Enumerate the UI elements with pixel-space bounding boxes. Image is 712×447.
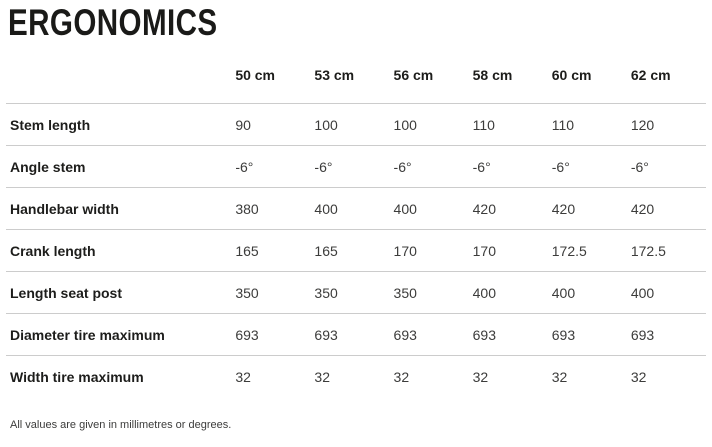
- table-row: Width tire maximum 32 32 32 32 32 32: [6, 356, 706, 398]
- value-cell: 110: [547, 103, 627, 146]
- value-cell: 32: [551, 368, 568, 385]
- row-label: Handlebar width: [6, 187, 232, 230]
- value-cell: 165: [310, 229, 390, 272]
- value-cell: 693: [468, 313, 548, 356]
- value-cell: 693: [626, 313, 706, 356]
- value-cell: 165: [231, 229, 311, 272]
- value-cell: -6°: [389, 145, 469, 188]
- value-cell: -6°: [468, 145, 548, 188]
- table-header-row: 50 cm 53 cm 56 cm 58 cm 60 cm 62 cm: [6, 41, 706, 104]
- ergonomics-table: 50 cm 53 cm 56 cm 58 cm 60 cm 62 cm Stem leng…: [6, 41, 706, 398]
- header-cell-size: 60 cm: [547, 41, 627, 104]
- value-cell: 32: [393, 368, 410, 385]
- header-cell-size: 53 cm: [310, 41, 390, 104]
- table-body: Stem length 90 100 100 110 110 120 Angle stem -6…: [6, 103, 706, 398]
- value-cell: 90: [231, 103, 311, 146]
- row-label: Diameter tire maximum: [6, 313, 232, 356]
- value-cell: 693: [231, 313, 311, 356]
- value-cell: 400: [468, 271, 548, 314]
- value-cell: -6°: [231, 145, 311, 188]
- value-cell: 380: [231, 187, 311, 230]
- value-cell: 350: [310, 271, 390, 314]
- value-cell: 693: [389, 313, 469, 356]
- value-cell: -6°: [626, 145, 706, 188]
- table-row: Angle stem -6° -6° -6° -6° -6° -6°: [6, 145, 706, 188]
- value-cell: 32: [235, 368, 251, 385]
- row-label: Length seat post: [6, 271, 232, 314]
- row-label: Angle stem: [6, 145, 232, 188]
- row-label: Crank length: [6, 229, 232, 272]
- value-cell: -6°: [310, 145, 390, 188]
- value-cell: 400: [547, 271, 627, 314]
- value-cell: 170: [468, 229, 548, 272]
- value-cell: 32: [630, 368, 647, 385]
- value-cell: 400: [626, 271, 706, 314]
- header-cell-size: 62 cm: [626, 41, 706, 104]
- ergonomics-section: ERGONOMICS 50 cm 53 cm 56 cm 58 cm 60 cm 62 c…: [6, 2, 706, 431]
- header-cell-size: 56 cm: [389, 41, 469, 104]
- value-cell: 420: [626, 187, 706, 230]
- value-cell: 350: [231, 271, 311, 314]
- header-cell-size: 50 cm: [231, 41, 311, 104]
- value-cell: 693: [547, 313, 627, 356]
- value-cell: 350: [389, 271, 469, 314]
- value-cell: 32: [314, 368, 330, 385]
- value-cell: 32: [472, 368, 489, 385]
- header-cell-empty: [6, 41, 232, 104]
- row-label: Stem length: [6, 103, 232, 146]
- table-row: Length seat post 350 350 350 400 400 400: [6, 271, 706, 314]
- value-cell: 170: [389, 229, 469, 272]
- value-cell: 420: [468, 187, 548, 230]
- row-label: Width tire maximum: [10, 368, 144, 385]
- value-cell: 120: [626, 103, 706, 146]
- value-cell: 110: [468, 103, 548, 146]
- value-cell: 100: [310, 103, 390, 146]
- footer-note: All values are given in millimetres or d…: [10, 418, 232, 431]
- value-cell: 172.5: [626, 229, 706, 272]
- value-cell: 100: [389, 103, 469, 146]
- value-cell: 400: [310, 187, 390, 230]
- table-row: Crank length 165 165 170 170 172.5 172.5: [6, 229, 706, 272]
- table-row: Diameter tire maximum 693 693 693 693 693 693: [6, 313, 706, 356]
- value-cell: 693: [310, 313, 390, 356]
- page-title: ERGONOMICS: [8, 2, 218, 43]
- value-cell: 400: [389, 187, 469, 230]
- table-row: Handlebar width 380 400 400 420 420 420: [6, 187, 706, 230]
- value-cell: -6°: [547, 145, 627, 188]
- table-row: Stem length 90 100 100 110 110 120: [6, 103, 706, 146]
- value-cell: 420: [547, 187, 627, 230]
- value-cell: 172.5: [547, 229, 627, 272]
- header-cell-size: 58 cm: [468, 41, 548, 104]
